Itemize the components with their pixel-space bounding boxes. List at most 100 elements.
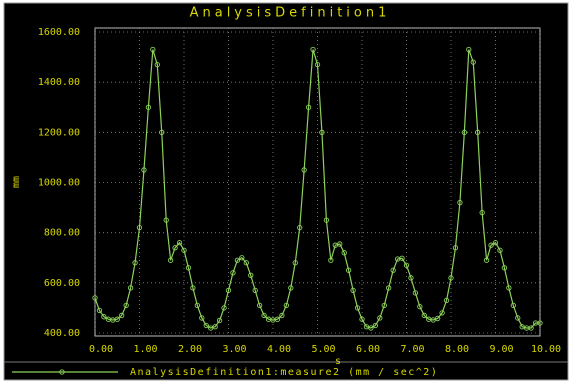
data-point <box>457 199 463 206</box>
x-tick-label: 9.00 <box>489 344 513 355</box>
data-point <box>354 305 361 311</box>
data-point <box>239 255 245 261</box>
chart-background <box>3 2 569 381</box>
data-point <box>381 302 387 309</box>
data-point <box>461 129 467 135</box>
data-point <box>314 61 321 68</box>
data-point <box>199 315 205 321</box>
x-tick-label: 5.00 <box>311 344 335 355</box>
x-tick-label: 1.00 <box>133 344 157 355</box>
data-point <box>492 240 499 246</box>
data-point <box>403 262 410 268</box>
legend-marker <box>59 369 65 375</box>
data-point <box>96 307 103 314</box>
data-point <box>101 314 107 320</box>
data-point <box>310 46 316 53</box>
data-point <box>510 302 516 309</box>
y-axis-label: mm <box>11 176 22 188</box>
data-point <box>114 316 120 322</box>
data-point <box>279 312 285 319</box>
data-point <box>230 270 236 276</box>
data-point <box>159 129 165 135</box>
data-point <box>132 260 138 266</box>
data-point <box>167 257 174 263</box>
data-point <box>141 167 147 173</box>
data-point <box>256 302 263 309</box>
data-point <box>479 209 485 216</box>
x-tick-label: 4.00 <box>267 344 291 355</box>
data-point <box>443 297 450 304</box>
legend-label: AnalysisDefinition1:measure2 (mm / sec^2… <box>130 367 438 378</box>
data-point <box>305 104 312 110</box>
x-tick-label: 0.00 <box>89 344 113 355</box>
data-point <box>341 250 347 256</box>
data-point <box>150 46 156 53</box>
y-tick-label: 1600.00 <box>38 27 80 38</box>
data-point <box>386 285 392 291</box>
data-point <box>190 285 196 291</box>
data-point <box>421 312 427 319</box>
data-point <box>127 285 134 291</box>
data-point <box>145 104 152 110</box>
data-point <box>412 290 419 296</box>
x-tick-label: 7.00 <box>400 344 424 355</box>
data-point <box>319 129 325 135</box>
data-point <box>136 224 143 231</box>
data-point <box>488 242 494 248</box>
data-point <box>528 325 534 331</box>
data-point <box>185 265 192 271</box>
data-point <box>448 275 454 281</box>
data-point <box>350 287 356 294</box>
data-point <box>292 260 298 266</box>
data-point <box>439 310 445 316</box>
data-point <box>212 324 218 330</box>
data-point <box>430 317 436 323</box>
x-tick-label: 10.00 <box>531 344 561 355</box>
data-point <box>417 304 423 310</box>
y-tick-label: 600.00 <box>44 278 80 289</box>
data-point <box>172 245 178 251</box>
x-tick-label: 6.00 <box>356 344 380 355</box>
data-point <box>368 325 374 331</box>
data-point <box>248 272 254 278</box>
data-point <box>506 285 512 291</box>
data-point <box>92 295 98 301</box>
data-point <box>452 245 459 251</box>
data-point <box>323 217 330 223</box>
data-point <box>301 167 307 173</box>
data-point <box>119 312 125 319</box>
data-point <box>515 315 521 321</box>
y-tick-label: 400.00 <box>44 328 80 339</box>
data-point <box>221 305 227 311</box>
data-point <box>497 247 503 253</box>
y-tick-label: 1200.00 <box>38 127 80 138</box>
y-tick-label: 1400.00 <box>38 77 80 88</box>
data-point <box>399 255 405 261</box>
data-point <box>434 315 441 322</box>
data-line <box>94 49 540 329</box>
data-point <box>225 287 232 294</box>
y-tick-label: 1000.00 <box>38 178 80 189</box>
data-point <box>328 257 334 263</box>
data-point <box>345 267 352 273</box>
data-point <box>194 302 201 309</box>
data-point <box>261 312 267 319</box>
data-point <box>181 247 187 253</box>
data-point <box>537 320 543 326</box>
data-point <box>216 317 223 324</box>
data-point <box>288 285 294 291</box>
data-point <box>372 322 378 329</box>
data-point <box>466 46 472 53</box>
data-point <box>337 241 343 247</box>
x-axis-label: s <box>335 356 341 367</box>
data-point <box>234 257 241 263</box>
y-tick-label: 800.00 <box>44 228 80 239</box>
x-tick-label: 2.00 <box>178 344 202 355</box>
data-point <box>243 260 249 266</box>
data-point <box>377 315 383 321</box>
data-point <box>252 287 258 294</box>
data-point <box>390 267 396 273</box>
chart-title: AnalysisDefinition1 <box>190 6 391 21</box>
data-point <box>297 224 303 231</box>
data-point <box>408 275 414 281</box>
